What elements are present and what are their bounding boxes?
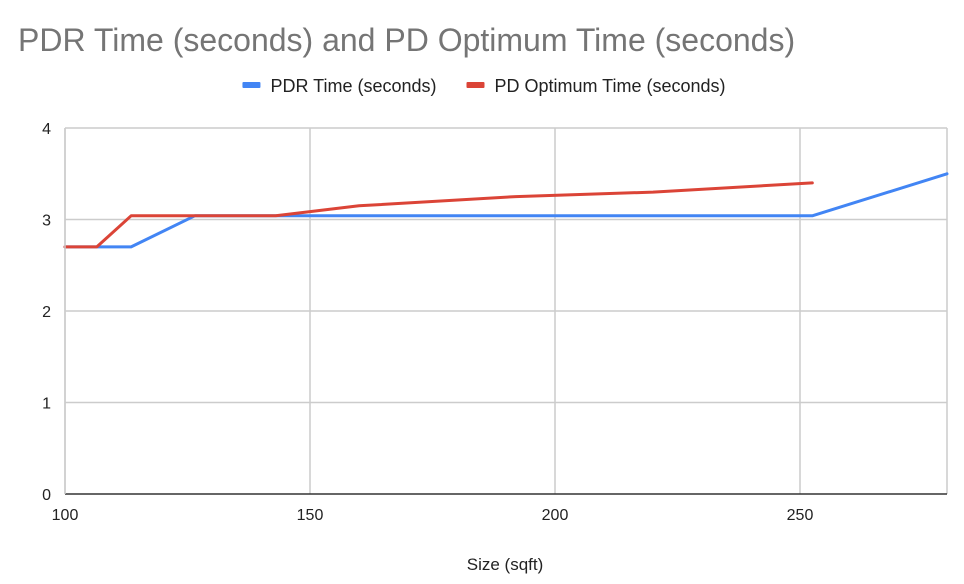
- series-line-pd-optimum-time-seconds: [63, 181, 814, 249]
- y-tick-label: 1: [42, 396, 51, 413]
- legend-label: PDR Time (seconds): [270, 76, 436, 96]
- y-tick-label: 0: [42, 487, 51, 504]
- legend-swatch: [242, 82, 261, 88]
- chart-title: PDR Time (seconds) and PD Optimum Time (…: [18, 22, 795, 58]
- series-lines: [63, 172, 949, 249]
- x-axis-title: Size (sqft): [467, 555, 544, 574]
- y-tick-label: 2: [42, 304, 51, 321]
- y-tick-label: 4: [42, 121, 51, 138]
- x-tick-label: 200: [542, 507, 569, 524]
- grid: [64, 127, 948, 494]
- legend: PDR Time (seconds) PD Optimum Time (secon…: [242, 76, 726, 96]
- series-line-pdr-time-seconds: [63, 172, 949, 249]
- x-tick-label: 250: [787, 507, 814, 524]
- x-tick-label: 150: [297, 507, 324, 524]
- x-tick-label: 100: [52, 507, 79, 524]
- y-tick-label: 3: [42, 213, 51, 230]
- axes: 0 1 2 3 4 100 150 200 250: [42, 121, 947, 524]
- legend-label: PD Optimum Time (seconds): [494, 76, 725, 96]
- legend-swatch: [466, 82, 485, 88]
